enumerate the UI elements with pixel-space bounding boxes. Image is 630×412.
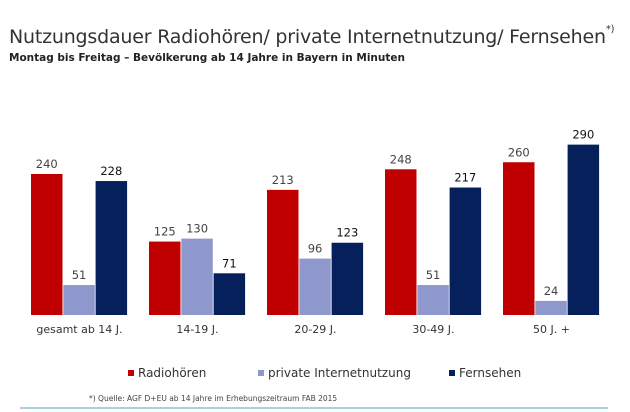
- data-label: 217: [454, 171, 476, 185]
- bar-2-0: [95, 181, 128, 315]
- legend-swatch-radiohoeren: [128, 369, 134, 376]
- legend-label: Fernsehen: [459, 366, 522, 380]
- data-label: 260: [508, 145, 530, 159]
- legend-swatch-internet: [258, 369, 264, 376]
- data-label: 248: [390, 152, 412, 166]
- category-label: 30-49 J.: [412, 323, 454, 336]
- bar-chart: 240 51 228 gesamt ab 14 J. 125 130 71 14-19 J. 2…: [31, 128, 600, 336]
- data-label: 24: [544, 284, 559, 298]
- chart-title: Nutzungsdauer Radiohören/ private Intern…: [9, 24, 615, 48]
- bar-1-0: [63, 285, 95, 315]
- legend-swatch-fernsehen: [449, 369, 455, 376]
- legend-label: Radiohören: [138, 366, 207, 380]
- bar-2-2: [331, 242, 364, 315]
- bar-0-1: [149, 241, 181, 315]
- chart-title-text: Nutzungsdauer Radiohören/ private Intern…: [9, 26, 606, 48]
- bar-2-1: [213, 273, 246, 315]
- category-label: 20-29 J.: [294, 323, 336, 336]
- bar-0-4: [503, 162, 535, 315]
- legend-item-radiohoeren: Radiohören: [128, 366, 206, 380]
- data-label: 123: [336, 226, 358, 240]
- category-label: gesamt ab 14 J.: [36, 323, 122, 336]
- legend: Radiohören private Internetnutzung Ferns…: [0, 366, 630, 382]
- data-label: 125: [154, 225, 176, 239]
- bar-2-3: [449, 187, 482, 315]
- bar-0-3: [385, 169, 417, 315]
- data-label: 51: [426, 268, 441, 282]
- data-label: 96: [308, 242, 323, 256]
- bar-1-3: [417, 285, 449, 315]
- bar-1-1: [181, 238, 213, 315]
- data-label: 240: [36, 157, 58, 171]
- bottom-divider: [20, 407, 608, 409]
- legend-item-fernsehen: Fernsehen: [449, 366, 521, 380]
- category-label: 14-19 J.: [176, 323, 218, 336]
- bar-0-0: [31, 174, 63, 315]
- data-label: 228: [100, 164, 122, 178]
- data-label: 290: [572, 128, 594, 142]
- data-label: 130: [186, 222, 208, 236]
- category-label: 50 J. +: [533, 323, 570, 336]
- legend-item-internet: private Internetnutzung: [258, 366, 411, 380]
- bar-2-4: [567, 144, 600, 315]
- title-footnote-mark: *): [605, 24, 615, 35]
- chart-subtitle: Montag bis Freitag – Bevölkerung ab 14 J…: [9, 52, 405, 64]
- bar-0-2: [267, 189, 299, 315]
- data-label: 213: [272, 173, 294, 187]
- source-footnote: *) Quelle: AGF D+EU ab 14 Jahre im Erheb…: [89, 394, 338, 403]
- data-label: 71: [222, 256, 237, 270]
- legend-label: private Internetnutzung: [268, 366, 411, 380]
- bar-1-4: [535, 300, 567, 315]
- data-label: 51: [72, 268, 87, 282]
- bar-1-2: [299, 258, 331, 315]
